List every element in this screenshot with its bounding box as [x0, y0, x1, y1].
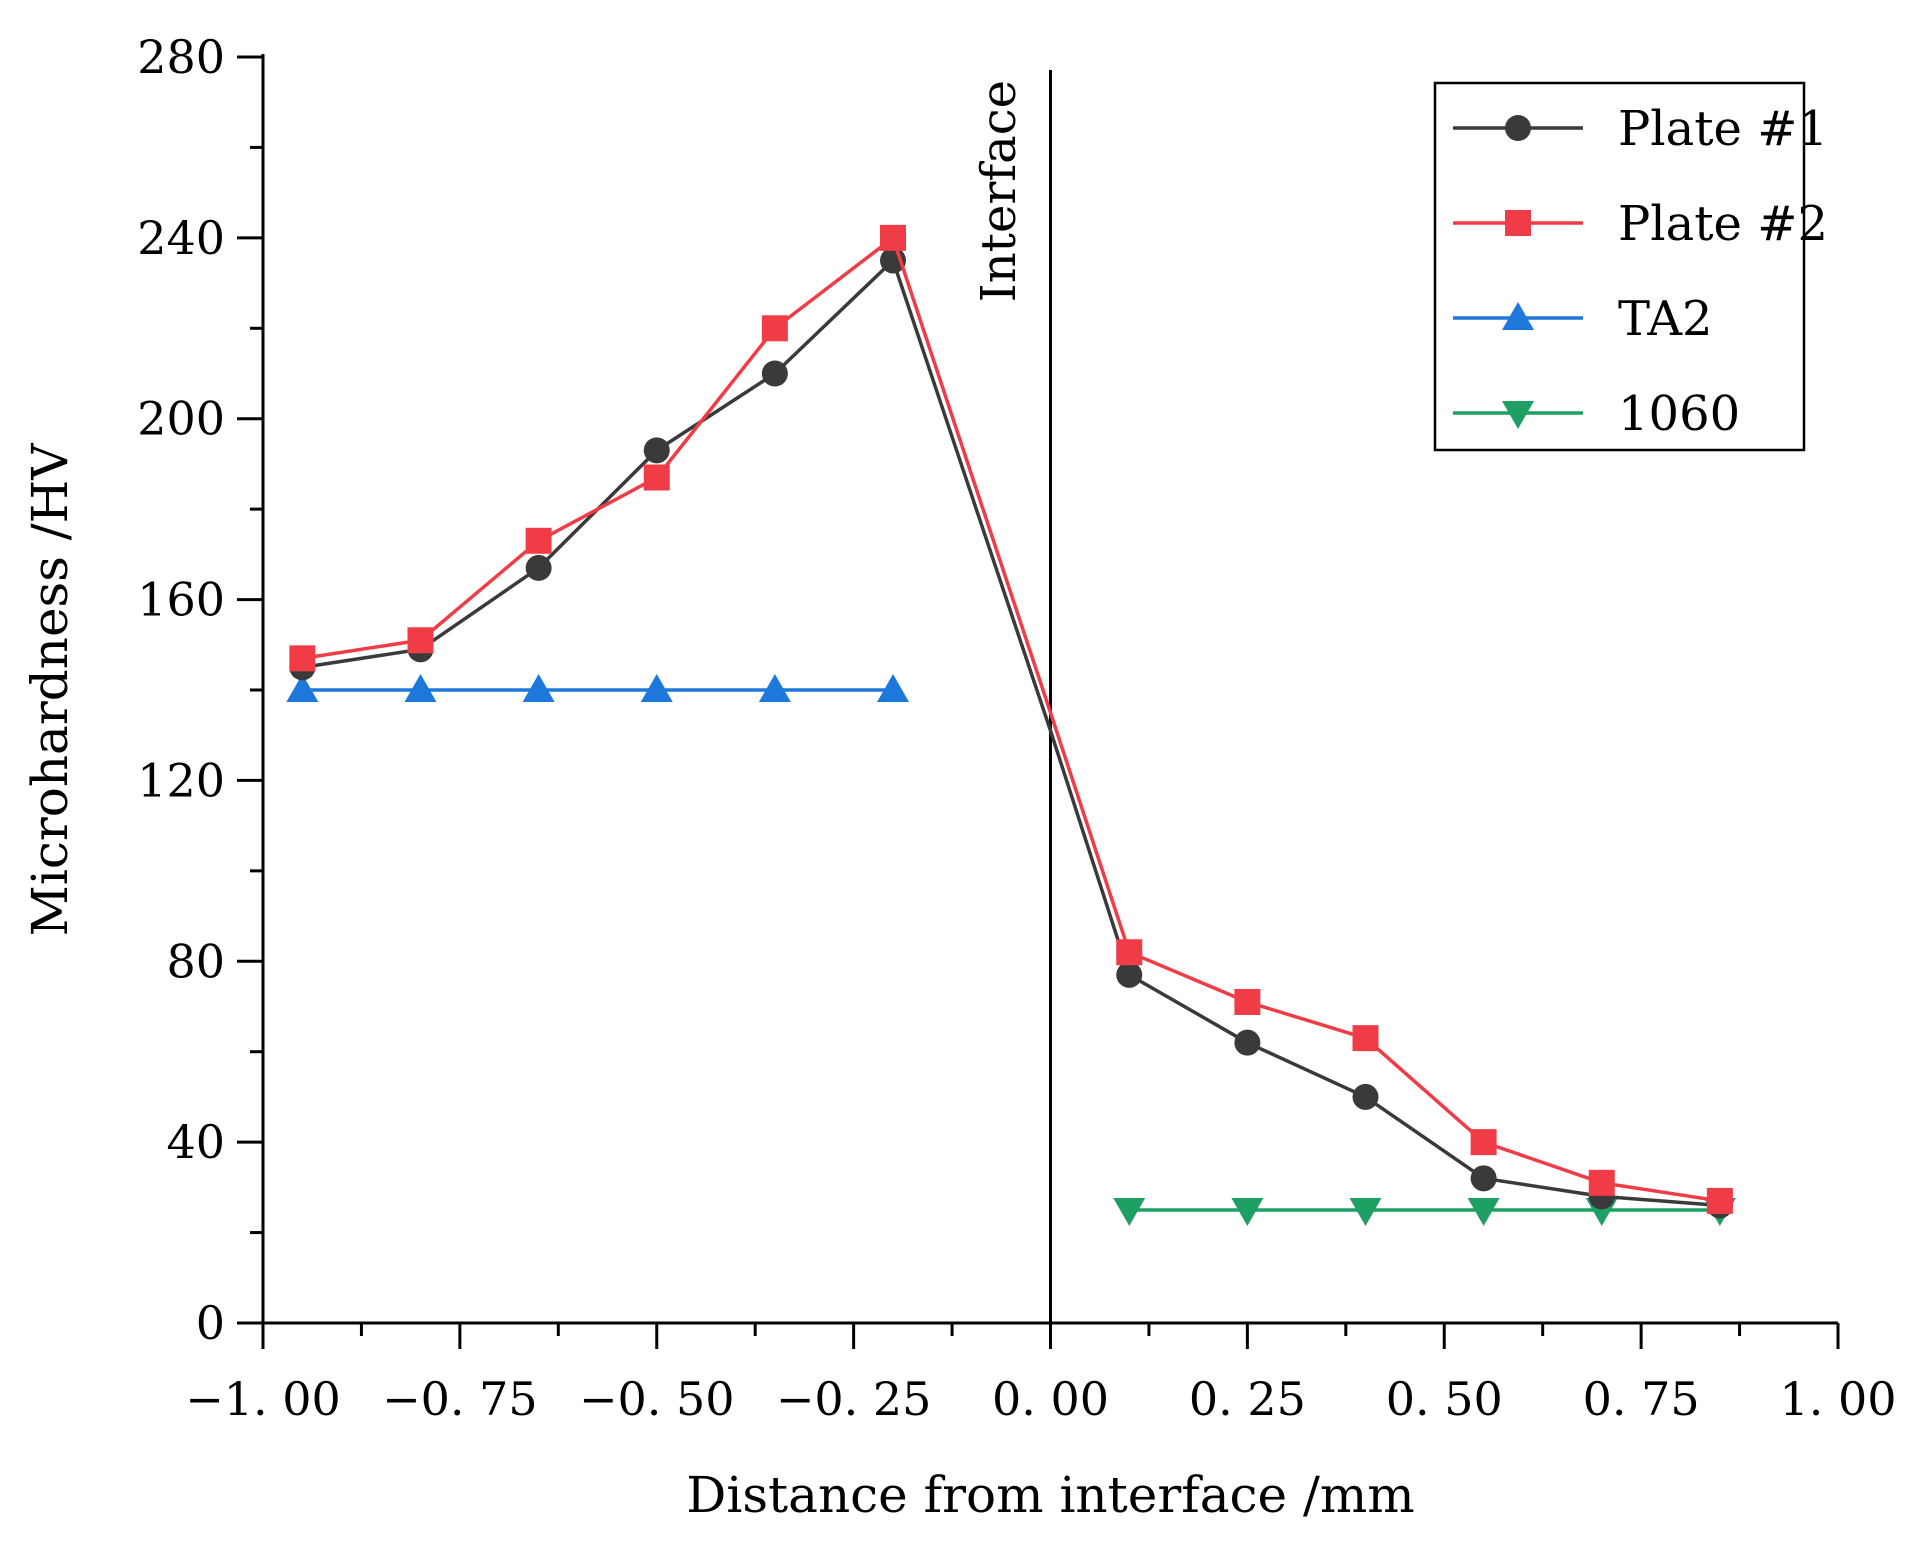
data-point: [407, 627, 434, 654]
x-tick-label: −1. 00: [185, 1372, 341, 1426]
series-plate-2: [289, 224, 1733, 1214]
data-point: [286, 674, 319, 702]
data-point: [404, 674, 437, 702]
legend-label: TA2: [1618, 291, 1713, 347]
data-point: [1706, 1187, 1733, 1214]
y-tick-label: 280: [137, 30, 225, 84]
data-point: [1470, 1129, 1497, 1156]
data-point: [1231, 1197, 1264, 1226]
legend-entry: Plate #1: [1453, 101, 1828, 157]
series-1060: [1113, 1197, 1736, 1226]
data-point: [1467, 1197, 1500, 1226]
data-point: [880, 224, 906, 251]
legend-entry: TA2: [1453, 291, 1713, 347]
legend: Plate #1 Plate #2 TA2 1060: [1433, 81, 1828, 452]
y-tick-label: 0: [196, 1296, 225, 1350]
y-tick-label: 40: [166, 1115, 225, 1169]
y-tick-label: 240: [137, 211, 225, 265]
data-point: [640, 674, 673, 702]
x-tick-label: −0. 50: [579, 1372, 735, 1426]
y-tick-label: 80: [166, 934, 225, 988]
x-axis-title: Distance from interface /mm: [686, 1466, 1414, 1524]
y-tick-label: 200: [137, 392, 225, 446]
y-tick-label: 160: [137, 573, 225, 627]
legend-marker: [1502, 401, 1534, 429]
data-point: [1349, 1197, 1382, 1226]
data-point: [522, 674, 555, 702]
x-tick-label: 1. 00: [1779, 1372, 1896, 1426]
data-point: [761, 315, 788, 342]
x-tick-label: −0. 75: [382, 1372, 538, 1426]
data-point: [525, 527, 552, 554]
series-ta2: [286, 674, 909, 702]
data-point: [643, 437, 670, 464]
y-axis-title: Microhardness /HV: [21, 443, 79, 937]
data-point: [1113, 1197, 1146, 1226]
x-tick-label: 0. 25: [1189, 1372, 1306, 1426]
series-layer: [286, 224, 1736, 1226]
legend-marker: [1505, 210, 1531, 236]
data-point: [1588, 1169, 1615, 1196]
data-point: [289, 645, 316, 672]
data-point: [761, 360, 788, 387]
legend-entry: 1060: [1453, 386, 1740, 442]
x-tick-label: 0. 50: [1386, 1372, 1503, 1426]
data-point: [525, 554, 552, 581]
legend-label: 1060: [1618, 386, 1740, 442]
data-point: [1234, 988, 1261, 1015]
data-point: [758, 674, 791, 702]
interface-annotation: Interface: [971, 80, 1027, 302]
data-point: [1234, 1029, 1261, 1056]
legend-label: Plate #1: [1618, 101, 1828, 157]
data-point: [1470, 1165, 1497, 1192]
legend-entry: Plate #2: [1453, 196, 1828, 252]
legend-box: [1433, 81, 1806, 452]
data-point: [643, 464, 670, 491]
data-point: [1352, 1083, 1379, 1110]
data-point: [1352, 1025, 1379, 1052]
data-point: [877, 674, 909, 702]
legend-marker: [1505, 115, 1531, 141]
x-tick-label: 0. 75: [1583, 1372, 1700, 1426]
y-tick-label: 120: [137, 753, 225, 807]
x-tick-label: −0. 25: [776, 1372, 932, 1426]
axes: 0 40 80 120 160 200 240 280 −1. 00 −0. 75 −0. 50 −0…: [137, 30, 1896, 1426]
legend-label: Plate #2: [1618, 196, 1828, 252]
data-point: [1116, 961, 1143, 988]
data-point: [1116, 939, 1143, 966]
legend-marker: [1502, 302, 1534, 330]
x-tick-label: 0. 00: [992, 1372, 1109, 1426]
